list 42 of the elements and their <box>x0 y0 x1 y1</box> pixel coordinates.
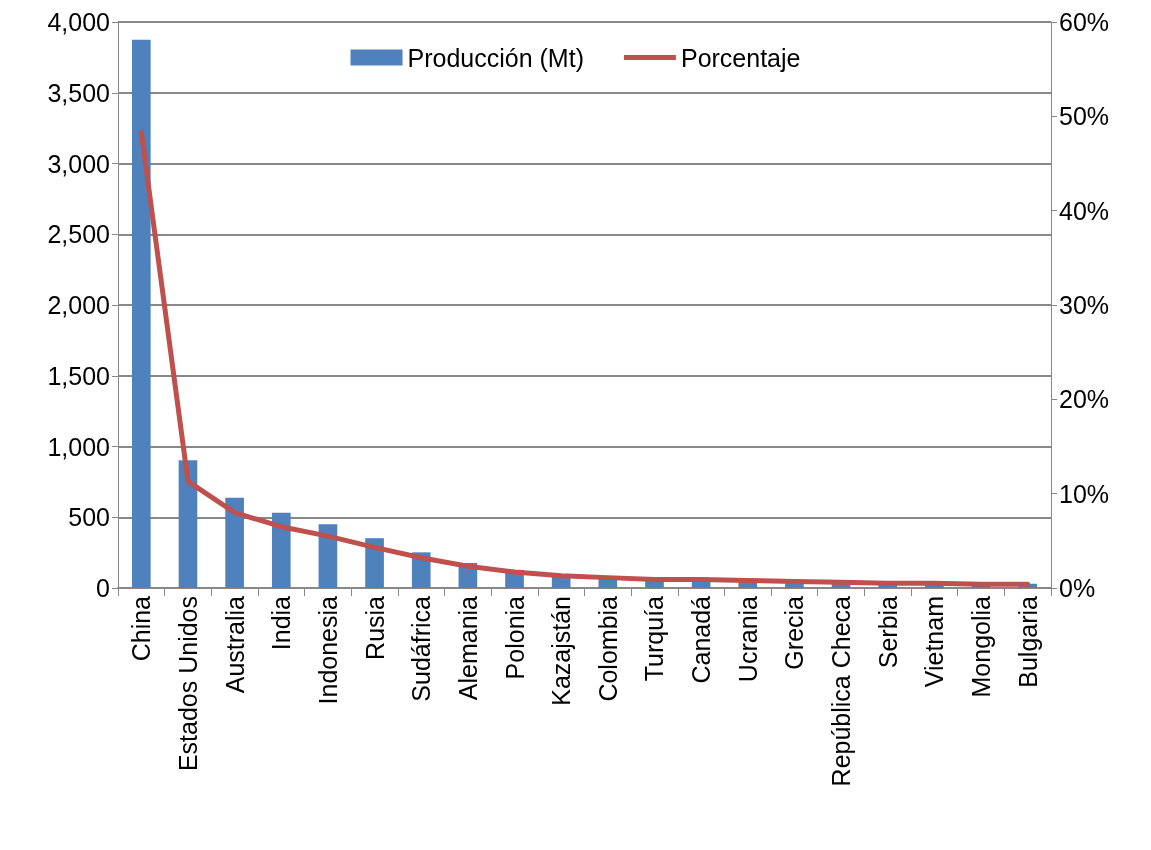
x-tick-label: Grecia <box>780 595 809 670</box>
y-tick-label: 1,000 <box>47 432 110 461</box>
x-tick-label: Canadá <box>687 595 716 684</box>
bar <box>132 39 151 588</box>
y2-tick-label: 10% <box>1059 479 1110 508</box>
y-tick-label: 4,000 <box>47 8 110 36</box>
y2-tick-label: 0% <box>1059 574 1096 602</box>
x-tick-label: Rusia <box>360 595 389 660</box>
y2-tick-label: 20% <box>1059 385 1110 414</box>
y2-tick-label: 60% <box>1059 8 1110 36</box>
x-tick-label: Indonesia <box>313 595 342 705</box>
x-tick-label: China <box>127 595 156 662</box>
x-tick-label: Ucrania <box>733 595 762 683</box>
x-tick-label: Kazajstán <box>547 596 576 706</box>
y-tick-label: 3,500 <box>47 78 110 107</box>
bar <box>271 512 291 588</box>
y-tick-label: 2,500 <box>47 220 110 249</box>
x-tick-label: Australia <box>220 595 249 694</box>
y-tick-label: 500 <box>68 503 110 532</box>
y2-tick-label: 30% <box>1059 291 1110 319</box>
y-tick-label: 2,000 <box>47 291 110 319</box>
legend-label: Producción (Mt) <box>407 43 584 72</box>
x-tick-label: Sudáfrica <box>407 595 436 702</box>
x-tick-label: Estados Unidos <box>173 596 202 772</box>
x-tick-label: Colombia <box>593 595 622 702</box>
x-tick-label: Mongolia <box>967 595 996 698</box>
y2-tick-label: 50% <box>1059 102 1110 131</box>
bar <box>225 497 244 588</box>
y-tick-label: 1,500 <box>47 361 110 390</box>
x-tick-label: Bulgaria <box>1013 595 1042 688</box>
x-tick-label: Polonia <box>500 595 529 680</box>
x-tick-label: Vietnam <box>920 596 949 688</box>
y-tick-label: 0 <box>96 574 110 602</box>
y2-tick-label: 40% <box>1059 196 1110 225</box>
x-tick-label: Turquía <box>640 595 669 682</box>
x-tick-label: República Checa <box>827 595 856 787</box>
bar <box>178 460 198 588</box>
x-tick-label: Alemania <box>453 595 482 701</box>
x-tick-label: India <box>267 595 296 651</box>
y-tick-label: 3,000 <box>47 149 110 178</box>
legend-label: Porcentaje <box>680 43 801 72</box>
x-tick-label: Serbia <box>873 595 902 669</box>
